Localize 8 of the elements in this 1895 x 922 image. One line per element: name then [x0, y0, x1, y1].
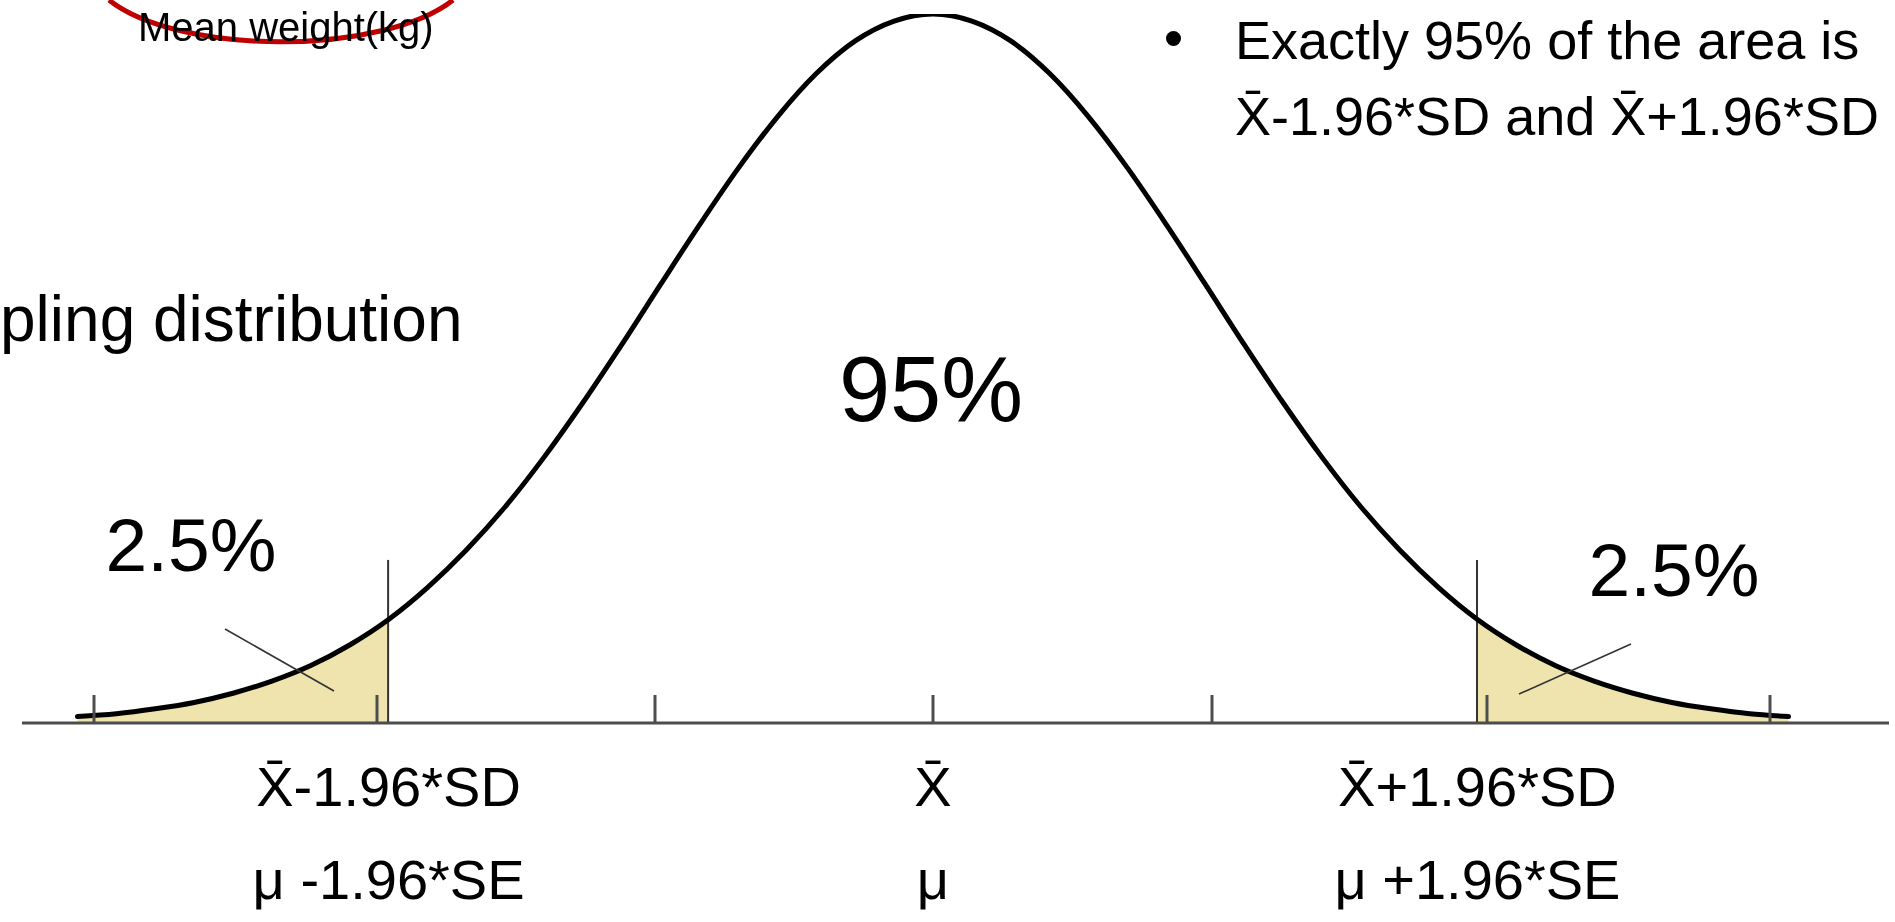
x-tick-label: X̄ μ: [914, 755, 952, 911]
annotation: pling distribution: [0, 283, 463, 355]
annotation: 2.5%: [1588, 527, 1760, 612]
x-tick-label: X̄-1.96*SD μ -1.96*SE: [252, 755, 525, 911]
annotation: 95%: [838, 338, 1024, 440]
annotation: 2.5%: [105, 502, 277, 587]
annotation: Exactly 95% of the area is X̄-1.96*SD and X̄+1.96*SD: [1235, 9, 1879, 148]
x-tick-label: X̄+1.96*SD μ +1.96*SE: [1334, 755, 1621, 911]
